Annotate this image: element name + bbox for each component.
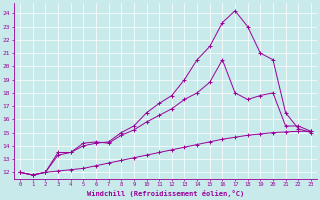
X-axis label: Windchill (Refroidissement éolien,°C): Windchill (Refroidissement éolien,°C) xyxy=(87,190,244,197)
